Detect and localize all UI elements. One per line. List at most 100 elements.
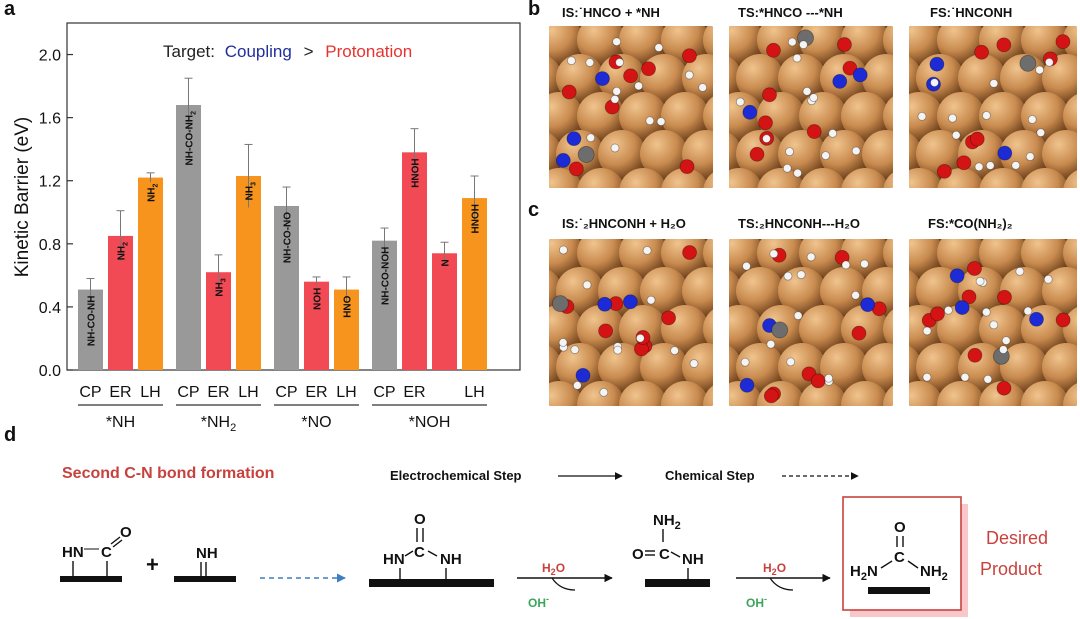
adsorbate-atom — [997, 289, 1012, 305]
adsorbate-atom — [824, 373, 834, 383]
svg-text:HN: HN — [62, 544, 84, 561]
copper-atom — [937, 305, 985, 353]
adsorbate-atom — [610, 143, 620, 153]
copper-atom — [703, 309, 713, 349]
adsorbate-atom — [949, 268, 965, 284]
copper-atom — [640, 130, 688, 178]
copper-atom — [703, 172, 713, 188]
bar-cp — [274, 205, 299, 370]
molecule-nh2conh: NH2 O C NH — [632, 512, 710, 587]
copper-atom — [619, 26, 667, 64]
adsorbate-atom — [967, 347, 983, 363]
copper-atom — [661, 381, 709, 406]
svg-text:O: O — [632, 546, 644, 563]
copper-atom — [1000, 267, 1048, 315]
panel-c-fs-label: FS:*CO(NH₂)₂ — [928, 216, 1013, 231]
svg-text:C: C — [894, 549, 905, 566]
adsorbate-atom — [806, 124, 822, 139]
adsorbate-atom — [961, 289, 977, 305]
bar-label: NH-CO-NH — [87, 296, 98, 347]
surface-bar-2 — [174, 576, 236, 582]
adsorbate-atom — [1043, 274, 1053, 284]
adsorbate-atom — [582, 280, 592, 290]
y-tick-label: 0.0 — [39, 363, 61, 380]
copper-atom — [862, 343, 893, 391]
adsorbate-atom — [742, 261, 751, 271]
adsorbate-atom — [762, 87, 777, 103]
x-tick-label: ER — [109, 384, 131, 401]
bar-er — [304, 281, 329, 370]
copper-atom — [1021, 381, 1069, 406]
adsorbate-atom — [646, 295, 656, 305]
adsorbate-atom — [989, 320, 999, 330]
copper-atom — [661, 239, 709, 277]
adsorbate-atom — [766, 42, 781, 58]
adsorbate-atom — [981, 307, 991, 317]
adsorbate-atom — [951, 130, 961, 140]
adsorbate-atom — [785, 147, 794, 157]
adsorbate-atom — [742, 104, 758, 120]
adsorbate-atom — [796, 270, 806, 280]
adsorbate-atom — [595, 71, 610, 87]
copper-atom — [841, 239, 889, 277]
adsorbate-atom — [613, 345, 623, 355]
copper-atom — [841, 168, 889, 188]
adsorbate-atom — [860, 259, 869, 269]
bar-label: N — [441, 259, 452, 266]
copper-atom — [556, 343, 604, 391]
copper-atom — [1063, 26, 1077, 62]
bar-lh — [334, 289, 359, 370]
adsorbate-atom — [1035, 65, 1045, 75]
x-tick-label: LH — [140, 384, 160, 401]
adsorbate-atom — [610, 94, 620, 104]
copper-atom — [841, 26, 889, 64]
copper-atom — [841, 305, 889, 353]
water-arrow-2: H2O OH- — [736, 561, 831, 610]
adsorbate-atom — [930, 78, 939, 88]
copper-atom — [937, 381, 985, 406]
y-axis-label: Kinetic Barrier (eV) — [12, 117, 33, 278]
adsorbate-atom — [551, 295, 569, 313]
copper-atom — [619, 168, 667, 188]
copper-atom — [1000, 54, 1048, 102]
copper-atom — [883, 96, 893, 136]
copper-atom — [909, 92, 943, 140]
protonation-label: Protonation — [325, 42, 412, 61]
svg-text:C: C — [414, 544, 425, 561]
copper-atom — [799, 305, 847, 353]
adsorbate-atom — [641, 61, 656, 77]
adsorbate-atom — [558, 338, 568, 347]
adsorbate-atom — [612, 86, 622, 96]
copper-atom — [1000, 343, 1048, 391]
copper-atom — [916, 54, 964, 102]
adsorbate-atom — [575, 367, 591, 383]
adsorbate-atom — [572, 380, 582, 390]
adsorbate-atom — [1036, 128, 1046, 138]
copper-atom — [1021, 92, 1069, 140]
molecule-urea: O C H2N NH2 — [850, 519, 948, 594]
panel-b-ts-snapshot — [729, 26, 893, 188]
adsorbate-atom — [739, 377, 755, 393]
copper-atom — [703, 385, 713, 406]
surface-bar-3 — [369, 579, 494, 587]
adsorbate-atom — [645, 116, 655, 126]
bar-er — [402, 152, 427, 370]
copper-atom — [883, 309, 893, 349]
bar-label: NOH — [313, 288, 324, 310]
x-tick-label: ER — [305, 384, 327, 401]
bar-cp — [78, 289, 103, 370]
svg-text:NH: NH — [196, 545, 218, 562]
adsorbate-atom — [597, 296, 613, 312]
adsorbate-atom — [670, 346, 679, 356]
copper-atom — [979, 92, 1027, 140]
adsorbate-atom — [828, 128, 838, 138]
bar-cp — [372, 240, 397, 370]
adsorbate-atom — [568, 161, 584, 177]
adsorbate-atom — [809, 93, 819, 102]
adsorbate-atom — [634, 81, 644, 91]
adsorbate-atom — [698, 83, 708, 92]
adsorbate-atom — [996, 380, 1012, 396]
svg-text:—: — — [84, 540, 99, 557]
x-tick-label: CP — [177, 384, 199, 401]
